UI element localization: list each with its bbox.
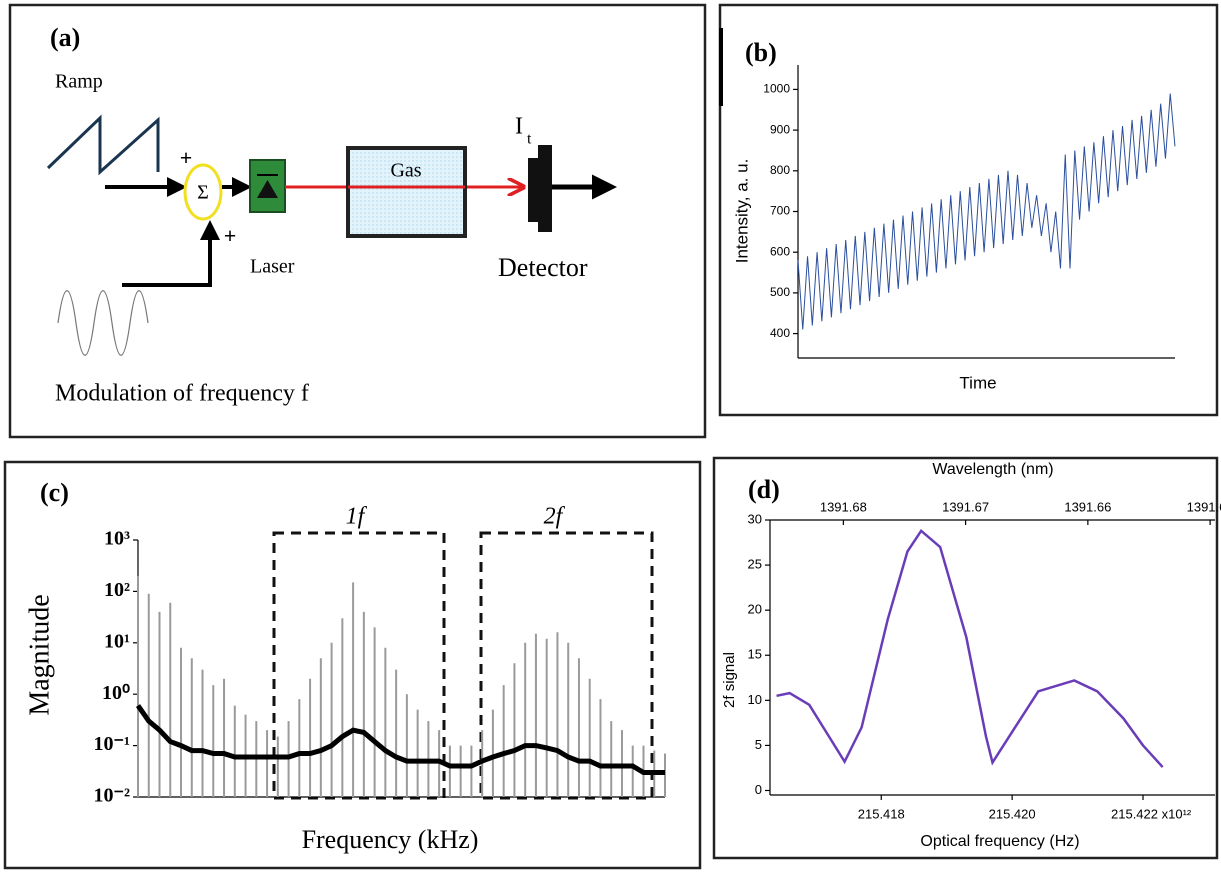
y-tick-label: 10⁰ bbox=[102, 682, 130, 704]
region-box bbox=[479, 531, 654, 800]
diagram: (a) Ramp + Σ + Laser Gas I t Detector Mo… bbox=[46, 23, 617, 407]
detector-label: Detector bbox=[498, 253, 588, 282]
y-tick-label: 400 bbox=[770, 326, 790, 340]
panel-label: (c) bbox=[40, 478, 69, 507]
detector-symbol: I bbox=[515, 114, 523, 140]
panel-frame bbox=[712, 456, 1219, 860]
plus: + bbox=[224, 223, 237, 248]
y-tick-label: 25 bbox=[748, 557, 762, 572]
y-tick-label: 10² bbox=[104, 579, 130, 601]
x-tick-label: 215.422 x10¹² bbox=[1111, 806, 1192, 821]
summer bbox=[183, 163, 223, 221]
x2-axis-label: Wavelength (nm) bbox=[932, 461, 1053, 478]
y-tick-label: 20 bbox=[748, 602, 762, 617]
y-tick-label: 800 bbox=[770, 163, 790, 177]
y-tick-label: 1000 bbox=[763, 82, 790, 96]
annotation: 1f bbox=[346, 504, 368, 530]
panel-frame bbox=[8, 3, 707, 439]
panel-label: (d) bbox=[748, 475, 780, 504]
y-axis-label: Intensity, a. u. bbox=[732, 159, 751, 264]
panel-frame bbox=[3, 460, 702, 870]
y-tick-label: 0 bbox=[755, 782, 762, 797]
y-tick-label: 10 bbox=[748, 692, 762, 707]
data-line bbox=[797, 93, 1176, 330]
detector bbox=[528, 145, 552, 232]
modulation-label: Modulation of frequency f bbox=[55, 381, 309, 407]
ramp-wave bbox=[46, 114, 160, 176]
panel-label: (a) bbox=[50, 23, 80, 52]
gas-label: Gas bbox=[390, 160, 421, 182]
data-line bbox=[776, 528, 1164, 768]
y-tick-label: 15 bbox=[748, 647, 762, 662]
laser-icon bbox=[257, 180, 278, 198]
y-tick-label: 5 bbox=[755, 737, 762, 752]
x2-tick-label: 1391.65 bbox=[1187, 499, 1221, 514]
x-tick-label: 215.418 bbox=[858, 806, 905, 821]
y-tick-label: 10⁻¹ bbox=[93, 733, 130, 755]
sum-symbol: Σ bbox=[197, 182, 209, 204]
x2-tick-label: 1391.66 bbox=[1064, 499, 1111, 514]
arrow bbox=[122, 220, 220, 287]
y-tick-label: 900 bbox=[770, 122, 790, 136]
y-tick-label: 30 bbox=[748, 511, 762, 526]
y-tick-label: 500 bbox=[770, 285, 790, 299]
x-axis-label: Frequency (kHz) bbox=[302, 825, 479, 854]
x-tick-label: 215.420 bbox=[989, 806, 1036, 821]
panel-frame bbox=[718, 3, 1219, 417]
laser-label: Laser bbox=[250, 256, 295, 278]
modulation-wave bbox=[57, 290, 149, 356]
y-tick-label: 10³ bbox=[104, 528, 130, 550]
ramp-label: Ramp bbox=[55, 71, 103, 93]
x-axis-label: Optical frequency (Hz) bbox=[920, 833, 1079, 850]
y-axis-label: Magnitude bbox=[24, 594, 55, 715]
y-tick-label: 10⁻² bbox=[93, 785, 130, 807]
region-box bbox=[272, 531, 446, 800]
y-tick-label: 600 bbox=[770, 244, 790, 258]
panel-label: (b) bbox=[745, 38, 777, 67]
detector-subscript: t bbox=[527, 131, 532, 148]
gas-cell bbox=[346, 146, 467, 238]
x2-tick-label: 1391.67 bbox=[942, 499, 989, 514]
x2-tick-label: 1391.68 bbox=[820, 499, 867, 514]
x-axis-label: Time bbox=[959, 373, 996, 392]
noise-floor bbox=[135, 704, 665, 775]
frame-edge bbox=[719, 28, 723, 106]
y-axis-label: 2f signal bbox=[721, 652, 738, 708]
y-tick-label: 700 bbox=[770, 204, 790, 218]
plus: + bbox=[180, 145, 193, 170]
annotation: 2f bbox=[544, 504, 566, 530]
y-tick-label: 10¹ bbox=[104, 630, 130, 652]
